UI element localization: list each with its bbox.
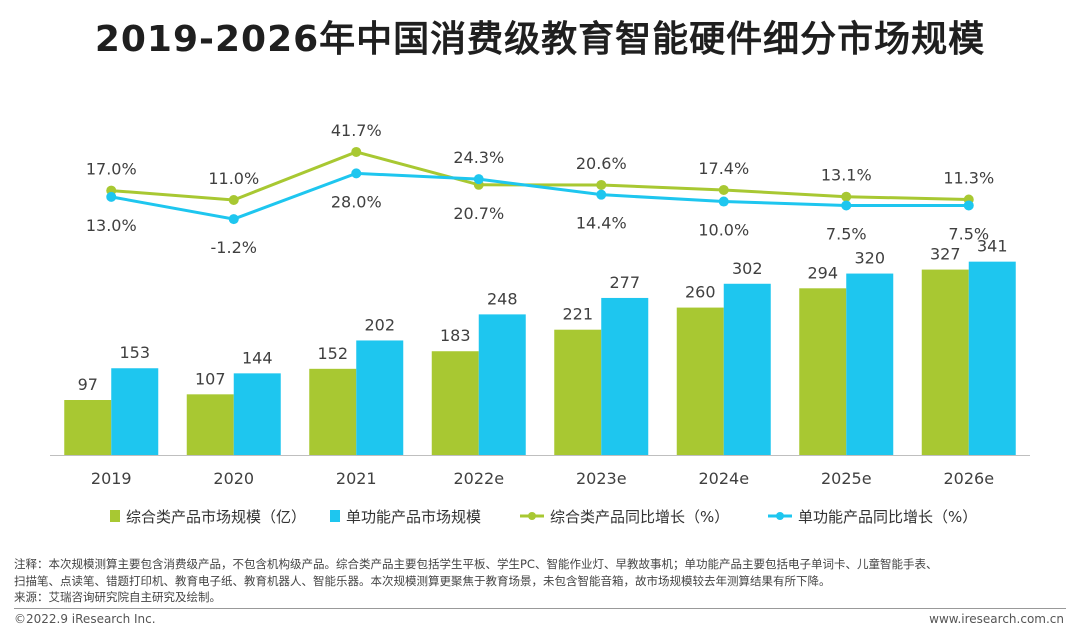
legend-marker-3 [776,512,784,520]
footer-divider [14,608,1066,609]
bar-value-label: 260 [685,283,716,302]
line-point-single-2022e [473,174,484,185]
bar-composite-2020 [186,394,234,455]
note-line-1: 注释：本次规模测算主要包含消费级产品，不包含机构级产品。综合类产品主要包括学生平… [14,557,938,571]
x-tick-label: 2024e [698,469,749,488]
note-line-2: 扫描笔、点读笔、错题打印机、教育电子纸、教育机器人、智能乐器。本次规模测算更聚焦… [14,573,831,588]
line-value-label: 11.0% [208,169,259,188]
line-value-label: 7.5% [826,224,867,243]
source-line: 来源：艾瑞咨询研究院自主研究及绘制。 [14,590,221,604]
line-value-label: 11.3% [943,169,994,188]
line-point-single-2024e [718,196,729,207]
bar-composite-2026e [921,269,969,455]
line-value-label: 14.4% [576,214,627,233]
line-value-label: 41.7% [331,121,382,140]
line-point-composite-2021 [351,146,362,157]
line-value-label: 20.7% [453,204,504,223]
chart-area: 97 107 152 183 221 260 294 327 153 144 202 248 277 30… [50,121,1030,526]
bar-value-label: 144 [242,348,273,367]
bar-value-label: 183 [440,326,471,345]
bar-value-label: 153 [119,343,150,362]
bar-value-label: 320 [854,249,885,268]
legend-label: 综合类产品同比增长（%） [550,508,729,526]
bar-single-2022e [478,314,526,455]
bar-single-2023e [601,297,649,455]
line-point-composite-2020 [228,194,239,205]
website-link[interactable]: www.iresearch.com.cn [929,612,1064,626]
bar-value-label: 152 [317,344,348,363]
line-point-single-2019 [106,191,117,202]
bar-single-2024e [723,283,771,455]
line-point-single-2025e [841,200,852,211]
bar-value-label: 107 [195,369,226,388]
bar-single-2020 [233,373,281,455]
line-value-label: 17.0% [86,160,137,179]
legend-label: 单功能产品同比增长（%） [798,508,977,526]
line-value-label: -1.2% [211,238,257,257]
legend-label: 综合类产品市场规模（亿） [126,508,306,526]
bar-value-label: 294 [807,263,838,282]
line-point-single-2020 [228,214,239,225]
bar-composite-2023e [554,329,602,455]
x-tick-label: 2020 [213,469,254,488]
line-value-label: 13.1% [821,166,872,185]
notes: 注释：本次规模测算主要包含消费级产品，不包含机构级产品。综合类产品主要包括学生平… [14,556,1074,606]
x-tick-label: 2026e [943,469,994,488]
line-value-label: 17.4% [698,159,749,178]
line-value-label: 20.6% [576,154,627,173]
line-value-label: 24.3% [453,148,504,167]
bar-composite-2025e [799,288,847,455]
line-point-composite-2025e [841,191,852,202]
line-point-composite-2024e [718,184,729,195]
line-value-label: 7.5% [948,224,989,243]
bar-single-2019 [111,368,159,455]
bar-value-label: 97 [78,375,98,394]
line-point-composite-2023e [596,179,607,190]
x-tick-label: 2021 [336,469,377,488]
legend-swatch-1 [330,510,340,522]
line-point-single-2026e [963,200,974,211]
bar-value-label: 277 [609,273,640,292]
legend-label: 单功能产品市场规模 [346,508,481,526]
chart-title: 2019-2026年中国消费级教育智能硬件细分市场规模 [94,19,986,60]
bar-composite-2021 [309,368,357,455]
bar-value-label: 327 [930,245,961,264]
bar-value-label: 302 [732,259,763,278]
x-tick-label: 2025e [821,469,872,488]
line-value-label: 28.0% [331,192,382,211]
x-tick-label: 2019 [91,469,132,488]
bar-value-label: 202 [364,315,395,334]
bar-value-label: 341 [977,237,1008,256]
line-value-label: 10.0% [698,221,749,240]
series-line-single-growth [110,171,969,221]
x-tick-label: 2023e [576,469,627,488]
bar-composite-2022e [431,351,479,455]
line-point-single-2021 [351,168,362,179]
line-value-label: 13.0% [86,216,137,235]
bar-single-2025e [846,273,894,455]
copyright: ©2022.9 iResearch Inc. [14,612,156,626]
legend-swatch-0 [110,510,120,522]
bar-single-2026e [968,261,1016,455]
bar-composite-2019 [64,400,112,455]
bar-single-2021 [356,340,404,455]
series-line-composite-growth [111,150,969,202]
x-tick-label: 2022e [453,469,504,488]
bar-value-label: 221 [562,305,593,324]
legend-marker-2 [528,512,536,520]
line-point-single-2023e [596,189,607,200]
bar-value-label: 248 [487,289,518,308]
bar-composite-2024e [676,307,724,455]
